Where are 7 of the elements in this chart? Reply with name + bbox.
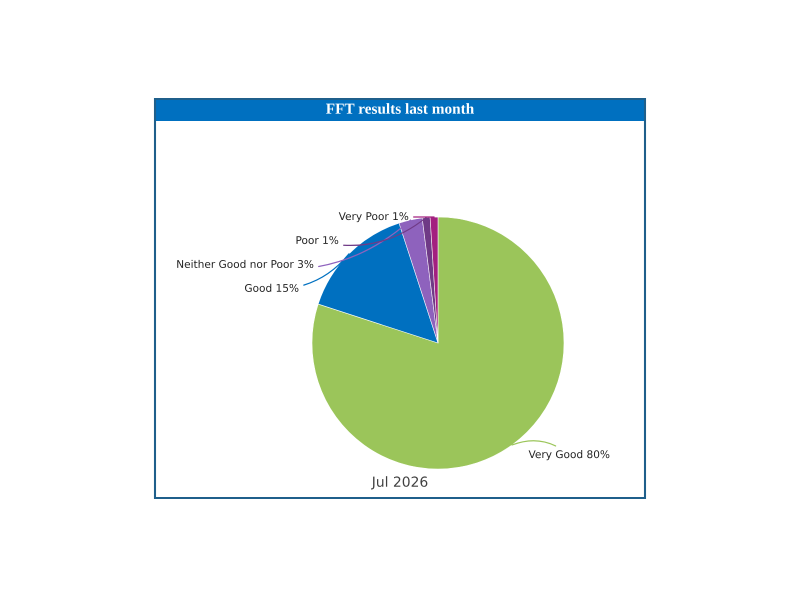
slice-label: Neither Good nor Poor 3% — [177, 260, 314, 268]
slice-label: Good 15% — [244, 284, 298, 292]
slice-label: Poor 1% — [296, 236, 338, 244]
slice-label: Very Good 80% — [528, 450, 610, 460]
slice-label: Very Poor 1% — [338, 212, 408, 222]
text: Jul 2026 — [371, 476, 428, 490]
chart-title: FFT results last month — [326, 103, 474, 114]
